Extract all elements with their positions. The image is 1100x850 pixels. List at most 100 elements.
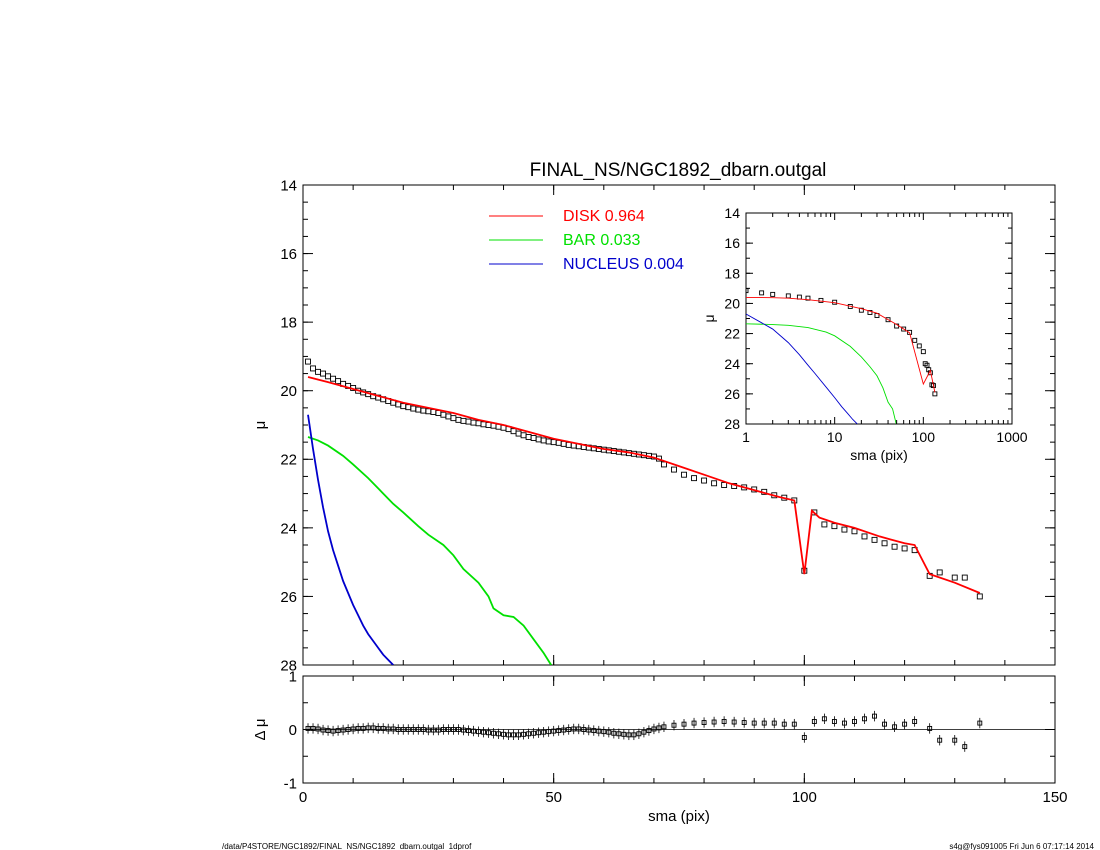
plot-frame	[745, 212, 1013, 425]
data-point	[330, 375, 337, 382]
data-point	[759, 290, 765, 296]
data-point	[885, 317, 891, 323]
data-point	[916, 343, 922, 349]
y-tick-label: 0	[289, 722, 297, 739]
data-point	[746, 288, 749, 294]
y-tick-label: -1	[284, 775, 297, 792]
y-tick-label: 18	[280, 315, 297, 332]
main-profile-panel: 14 16 18 20 22 24 26 28 μ	[252, 177, 1056, 674]
data-point	[420, 407, 427, 414]
data-point	[425, 408, 432, 415]
data-point	[851, 528, 858, 535]
y-axis-label: μ	[252, 421, 269, 430]
data-point	[929, 382, 935, 388]
data-point	[912, 337, 918, 343]
data-point	[861, 533, 868, 540]
data-point	[510, 428, 517, 435]
data-point	[858, 307, 864, 313]
data-point	[485, 422, 492, 428]
data-point	[440, 411, 447, 418]
data-point	[550, 439, 557, 446]
data-point	[400, 403, 407, 410]
x-tick-label: 100	[792, 789, 817, 806]
data-point	[671, 466, 677, 473]
y-tick-label: 16	[724, 235, 740, 251]
y-tick-label: 28	[724, 416, 740, 432]
plot-area	[746, 288, 938, 424]
data-point	[881, 540, 888, 547]
legend-entry: NUCLEUS 0.004	[563, 256, 684, 273]
y-tick-label: 16	[280, 246, 297, 263]
data-point	[515, 430, 522, 437]
y-axis-label: μ	[701, 314, 717, 322]
data-point	[565, 441, 572, 448]
data-point	[661, 461, 667, 468]
data-point	[871, 536, 878, 543]
data-point	[785, 293, 791, 299]
data-point	[405, 404, 412, 411]
y-tick-label: 14	[724, 205, 740, 221]
data-point	[325, 373, 332, 380]
data-point	[721, 482, 728, 488]
series-line-disk	[746, 296, 936, 393]
data-point	[841, 526, 848, 533]
legend-entry: DISK 0.964	[563, 208, 645, 225]
series-line-bar	[307, 436, 552, 665]
y-tick-label: 14	[280, 177, 297, 194]
data-point	[320, 370, 327, 377]
data-point	[936, 569, 943, 576]
legend-entry: BAR 0.033	[563, 232, 640, 249]
data-point	[445, 413, 452, 420]
series-line-bar	[746, 323, 897, 424]
y-tick-label: 1	[289, 668, 297, 685]
plot-area	[303, 710, 1055, 752]
data-point	[335, 378, 342, 385]
y-tick-label: 20	[724, 295, 740, 311]
data-point	[450, 415, 457, 422]
data-point	[530, 435, 537, 441]
data-point	[976, 593, 983, 600]
data-point	[410, 405, 417, 412]
data-point	[540, 437, 547, 444]
data-point	[920, 349, 926, 355]
data-point	[805, 295, 811, 301]
data-point	[555, 439, 562, 446]
y-tick-label: 26	[724, 386, 740, 402]
plot-area	[305, 358, 983, 665]
data-point	[480, 421, 487, 428]
y-tick-label: 24	[724, 356, 740, 372]
data-point	[867, 310, 873, 315]
y-tick-label: 18	[724, 265, 740, 281]
series-line-nucleus	[746, 313, 858, 424]
legend: DISK 0.964 BAR 0.033 NUCLEUS 0.004	[489, 208, 684, 273]
x-tick-label: 1000	[996, 429, 1027, 445]
chart-title: FINAL_NS/NGC1892_dbarn.outgal	[530, 160, 827, 181]
footer-file-path: /data/P4STORE/NGC1892/FINAL_NS/NGC1892_d…	[222, 842, 472, 850]
x-tick-label: 100	[912, 429, 936, 445]
x-tick-label: 1	[742, 429, 750, 445]
data-point	[430, 409, 437, 415]
x-axis-label: sma (pix)	[648, 808, 710, 825]
data-point	[932, 391, 938, 397]
data-point	[315, 368, 321, 375]
y-tick-label: 24	[280, 520, 297, 537]
data-point	[520, 432, 527, 439]
x-tick-label: 10	[827, 429, 843, 445]
data-point	[470, 419, 477, 426]
data-point	[821, 521, 828, 528]
data-point	[818, 297, 824, 303]
data-point	[475, 420, 482, 427]
footer-timestamp: s4g@fys091005 Fri Jun 6 07:17:14 2014	[949, 842, 1094, 850]
data-point	[924, 362, 930, 368]
data-point	[901, 326, 907, 332]
data-point	[535, 436, 542, 443]
data-point	[310, 365, 316, 372]
y-tick-label: 28	[280, 657, 297, 674]
data-point	[961, 574, 968, 581]
data-point	[831, 523, 838, 530]
data-point	[525, 434, 532, 440]
x-tick-label: 150	[1042, 789, 1067, 806]
y-axis-label: Δ μ	[252, 718, 269, 740]
